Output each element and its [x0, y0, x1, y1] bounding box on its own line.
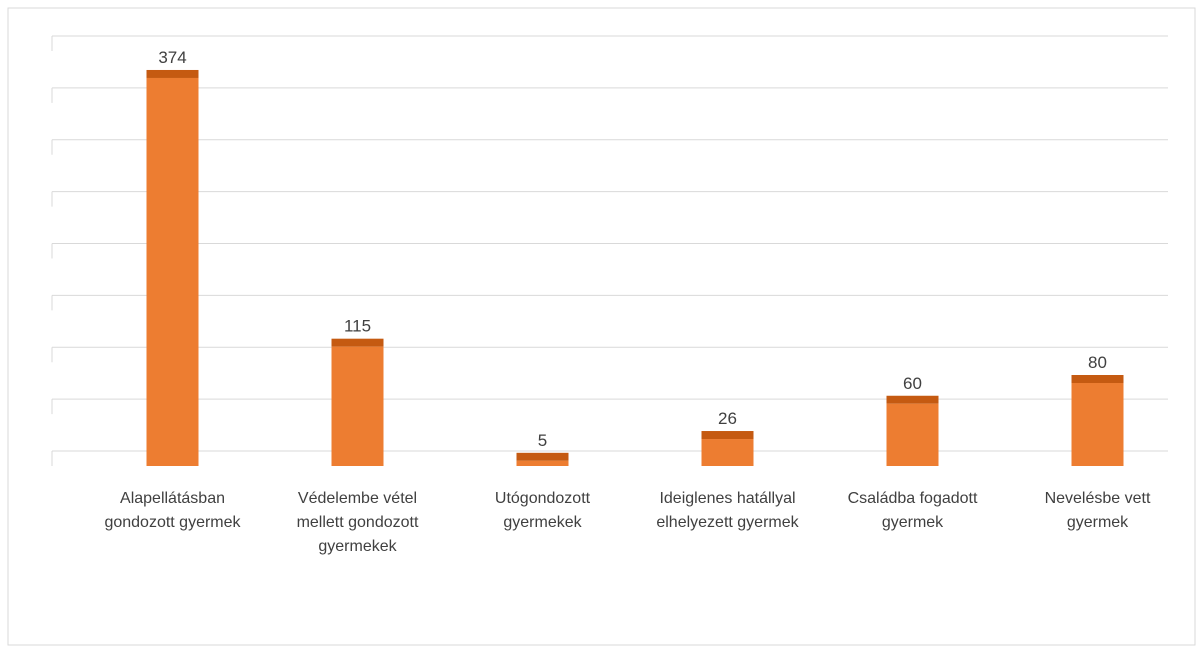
- data-label: 5: [538, 431, 547, 450]
- data-label: 60: [903, 374, 922, 393]
- data-label: 115: [344, 317, 371, 336]
- x-tick-label: Ideiglenes hatállyal elhelyezett gyermek: [656, 490, 799, 531]
- bar-top: [516, 452, 569, 461]
- bar-top: [1071, 375, 1124, 383]
- bar: [886, 403, 939, 466]
- x-tick-label: Családba fogadott gyermek: [847, 490, 978, 531]
- x-label-box: Nevelésbe vett gyermek: [1044, 490, 1151, 531]
- x-tick-label: Alapellátásban gondozott gyermek: [104, 490, 241, 531]
- x-label-box: Védelembe vétel mellett gondozott gyerme…: [296, 490, 419, 555]
- bar: [331, 346, 384, 466]
- chart-frame: [7, 7, 1196, 646]
- x-tick-label: Utógondozott gyermekek: [494, 490, 591, 531]
- data-label: 374: [158, 48, 186, 67]
- bar: [701, 439, 754, 466]
- bar-top: [146, 69, 199, 78]
- x-label-box: Utógondozott gyermekek: [494, 490, 591, 531]
- x-tick-label: Védelembe vétel mellett gondozott gyerme…: [296, 490, 419, 555]
- bar-top: [701, 431, 754, 440]
- bar: [146, 77, 199, 466]
- data-label: 80: [1088, 353, 1107, 372]
- bar-top: [886, 395, 939, 404]
- x-tick-label: Nevelésbe vett gyermek: [1044, 490, 1151, 531]
- bar: [1071, 383, 1124, 466]
- x-label-box: Alapellátásban gondozott gyermek: [104, 490, 241, 531]
- x-label-box: Ideiglenes hatállyal elhelyezett gyermek: [656, 490, 799, 531]
- bar-top: [331, 338, 384, 347]
- x-label-box: Családba fogadott gyermek: [847, 490, 978, 531]
- bar: [516, 460, 569, 466]
- data-label: 26: [718, 409, 737, 428]
